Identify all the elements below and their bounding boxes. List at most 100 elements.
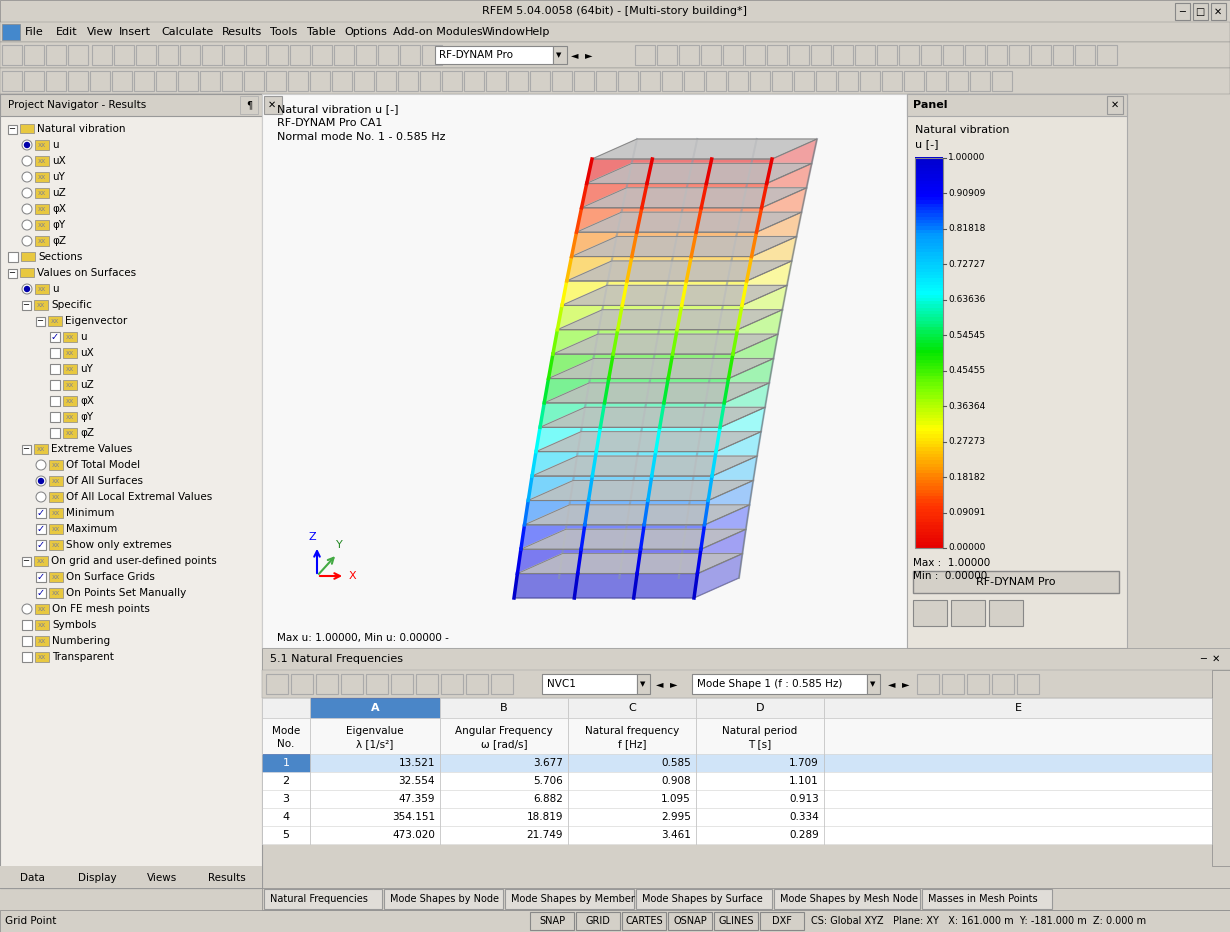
Bar [310, 698, 440, 718]
Polygon shape [528, 480, 753, 500]
Bar [0, 94, 262, 116]
Polygon shape [533, 456, 756, 476]
Text: Tools: Tools [271, 27, 298, 37]
Polygon shape [520, 525, 705, 549]
Bar [63, 412, 77, 422]
Bar [915, 307, 943, 310]
Bar [915, 414, 943, 418]
Bar [202, 45, 221, 65]
Bar [63, 428, 77, 438]
Text: 0.913: 0.913 [790, 794, 819, 804]
Bar [622, 912, 665, 930]
Bar [915, 401, 943, 405]
Bar [68, 71, 89, 91]
Polygon shape [557, 309, 782, 330]
Bar [701, 45, 721, 65]
Polygon shape [752, 212, 802, 256]
Bar [34, 220, 49, 230]
Bar [636, 889, 771, 909]
Bar [915, 449, 943, 454]
Bar [635, 45, 656, 65]
Bar [63, 364, 77, 374]
Text: uX: uX [80, 348, 93, 358]
Text: xx: xx [52, 590, 60, 596]
Text: 0.45455: 0.45455 [948, 366, 985, 376]
Bar [264, 96, 282, 114]
Bar [915, 417, 943, 421]
Bar [25, 71, 44, 91]
Bar [915, 410, 943, 415]
Text: ►: ► [670, 679, 678, 689]
Text: 21.749: 21.749 [526, 830, 563, 840]
Bar [915, 226, 943, 229]
Bar [760, 912, 804, 930]
Bar [367, 674, 387, 694]
Bar [34, 636, 49, 646]
Text: uZ: uZ [52, 188, 65, 198]
Circle shape [38, 478, 43, 484]
Text: Maximum: Maximum [66, 524, 117, 534]
Bar [34, 204, 49, 214]
Bar [262, 94, 907, 648]
Text: xx: xx [38, 606, 47, 612]
Text: Natural Frequencies: Natural Frequencies [271, 894, 368, 904]
Text: ✓: ✓ [37, 508, 46, 518]
Bar [915, 160, 943, 165]
Bar [49, 508, 63, 518]
Bar [915, 469, 943, 473]
Text: 18.819: 18.819 [526, 812, 563, 822]
Bar [970, 71, 990, 91]
Text: 1: 1 [283, 758, 289, 768]
Polygon shape [587, 159, 772, 184]
Bar [915, 248, 943, 253]
Bar [49, 460, 63, 470]
Bar [34, 172, 49, 182]
Bar [312, 45, 332, 65]
Text: SNAP: SNAP [539, 916, 565, 926]
Bar [504, 889, 635, 909]
Circle shape [22, 140, 32, 150]
Text: ─  ✕: ─ ✕ [1200, 654, 1220, 664]
Text: ✓: ✓ [37, 540, 46, 550]
Bar [966, 45, 985, 65]
Bar [262, 888, 1230, 910]
Polygon shape [562, 285, 787, 306]
Bar [915, 518, 943, 522]
Bar [915, 265, 943, 268]
Bar [0, 22, 1230, 42]
Text: Max u: 1.00000, Min u: 0.00000 -: Max u: 1.00000, Min u: 0.00000 - [277, 633, 449, 643]
Text: DXF: DXF [772, 916, 792, 926]
Text: −: − [22, 445, 30, 454]
Text: 0.289: 0.289 [790, 830, 819, 840]
Bar [915, 365, 943, 369]
Bar [657, 45, 677, 65]
Circle shape [36, 460, 46, 470]
Text: Mode Shapes by Node: Mode Shapes by Node [390, 894, 499, 904]
Bar [943, 45, 963, 65]
Bar [36, 572, 46, 582]
Text: ◄: ◄ [571, 50, 579, 60]
Bar [867, 674, 879, 694]
Text: uX: uX [52, 156, 65, 166]
Bar [788, 45, 809, 65]
Bar [915, 333, 943, 336]
Bar [200, 71, 220, 91]
Bar [114, 45, 134, 65]
Bar [684, 71, 704, 91]
Text: f [Hz]: f [Hz] [617, 739, 646, 749]
Text: Normal mode No. 1 - 0.585 Hz: Normal mode No. 1 - 0.585 Hz [277, 132, 445, 142]
Text: 0.81818: 0.81818 [948, 225, 985, 233]
Text: Help: Help [525, 27, 550, 37]
Text: Mode Shapes by Member: Mode Shapes by Member [510, 894, 635, 904]
Bar [679, 45, 699, 65]
Text: ¶: ¶ [246, 100, 252, 110]
Bar [288, 71, 308, 91]
Polygon shape [705, 480, 753, 525]
Bar [22, 636, 32, 646]
Bar [34, 652, 49, 662]
Text: xx: xx [38, 654, 47, 660]
Bar [0, 42, 1230, 68]
Bar [34, 284, 49, 294]
Bar [22, 620, 32, 630]
Bar [915, 296, 943, 301]
